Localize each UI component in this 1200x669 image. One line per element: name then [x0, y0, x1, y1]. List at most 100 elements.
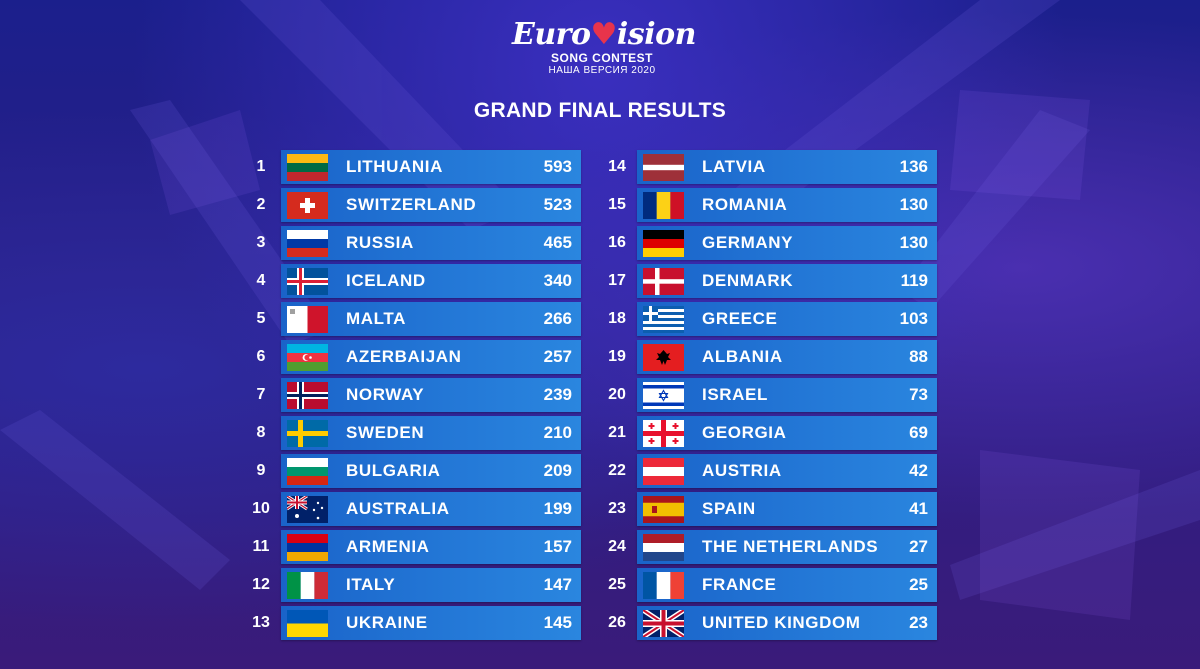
rank-number: 10 — [252, 500, 270, 517]
greece-flag-icon — [643, 306, 684, 333]
result-bar: SPAIN 41 — [637, 492, 937, 526]
result-bar: GREECE 103 — [637, 302, 937, 336]
points-value: 266 — [543, 309, 572, 328]
georgia-flag-icon — [643, 420, 684, 447]
country-name: ITALY — [346, 575, 396, 594]
result-bar: BULGARIA 209 — [281, 454, 581, 488]
rank-number: 17 — [608, 272, 626, 289]
rank-number: 23 — [608, 500, 626, 517]
austria-flag-icon — [643, 458, 684, 485]
country-name: THE NETHERLANDS — [702, 537, 879, 556]
azerbaijan-flag-icon — [287, 344, 328, 371]
result-bar: RUSSIA 465 — [281, 226, 581, 260]
netherlands-flag-icon — [643, 534, 684, 561]
armenia-flag-icon — [287, 534, 328, 561]
result-bar: AZERBAIJAN 257 — [281, 340, 581, 374]
spain-flag-icon — [643, 496, 684, 523]
result-bar: ITALY 147 — [281, 568, 581, 602]
points-value: 145 — [543, 613, 572, 632]
country-name: ISRAEL — [702, 385, 768, 404]
result-bar: ARMENIA 157 — [281, 530, 581, 564]
latvia-flag-icon — [643, 154, 684, 181]
country-name: LITHUANIA — [346, 157, 443, 176]
country-name: GEORGIA — [702, 423, 787, 442]
rank-number: 21 — [608, 424, 626, 441]
points-value: 25 — [909, 575, 928, 594]
rank-number: 18 — [608, 310, 626, 327]
united-kingdom-flag-icon — [643, 610, 684, 637]
rank-number: 24 — [608, 538, 626, 555]
country-name: RUSSIA — [346, 233, 414, 252]
rank-number: 11 — [252, 538, 270, 555]
rank-number: 26 — [608, 614, 626, 631]
country-name: AUSTRIA — [702, 461, 782, 480]
iceland-flag-icon — [287, 268, 328, 295]
country-name: GREECE — [702, 309, 778, 328]
rank-number: 7 — [256, 386, 266, 403]
australia-flag-icon — [287, 496, 328, 523]
country-name: FRANCE — [702, 575, 777, 594]
country-name: ICELAND — [346, 271, 426, 290]
rank-number: 3 — [256, 234, 266, 251]
rank-number: 5 — [256, 310, 266, 327]
result-bar: ICELAND 340 — [281, 264, 581, 298]
points-value: 73 — [909, 385, 928, 404]
country-name: AZERBAIJAN — [346, 347, 462, 366]
rank-number: 12 — [252, 576, 270, 593]
country-name: NORWAY — [346, 385, 425, 404]
country-name: ARMENIA — [346, 537, 430, 556]
result-bar: SWITZERLAND 523 — [281, 188, 581, 222]
russia-flag-icon — [287, 230, 328, 257]
heart-icon: ♥ — [590, 17, 618, 52]
country-name: MALTA — [346, 309, 406, 328]
rank-number: 20 — [608, 386, 626, 403]
points-value: 157 — [543, 537, 572, 556]
eurovision-logo: Euro♥ision SONG CONTEST НАША ВЕРСИЯ 2020 — [512, 17, 696, 88]
country-name: BULGARIA — [346, 461, 441, 480]
points-value: 340 — [543, 271, 572, 290]
country-name: DENMARK — [702, 271, 794, 290]
points-value: 465 — [543, 233, 572, 252]
result-bar: LITHUANIA 593 — [281, 150, 581, 184]
ukraine-flag-icon — [287, 610, 328, 637]
page-title: GRAND FINAL RESULTS — [473, 99, 727, 122]
points-value: 88 — [909, 347, 928, 366]
result-bar: GEORGIA 69 — [637, 416, 937, 450]
points-value: 523 — [543, 195, 572, 214]
points-value: 130 — [899, 233, 928, 252]
points-value: 41 — [909, 499, 928, 518]
result-bar: ISRAEL 73 — [637, 378, 937, 412]
result-bar: AUSTRIA 42 — [637, 454, 937, 488]
rank-number: 22 — [608, 462, 626, 479]
points-value: 42 — [909, 461, 928, 480]
rank-number: 8 — [256, 424, 266, 441]
logo-subtitle: SONG CONTEST — [550, 51, 653, 65]
points-value: 147 — [543, 575, 572, 594]
rank-number: 15 — [608, 196, 626, 213]
logo-word-part1: Euro — [512, 17, 591, 52]
denmark-flag-icon — [643, 268, 684, 295]
malta-flag-icon — [287, 306, 328, 333]
albania-flag-icon — [643, 344, 684, 371]
points-value: 103 — [899, 309, 928, 328]
points-value: 593 — [543, 157, 572, 176]
rank-number: 25 — [608, 576, 626, 593]
result-bar: MALTA 266 — [281, 302, 581, 336]
result-bar: UNITED KINGDOM 23 — [637, 606, 937, 640]
points-value: 199 — [543, 499, 572, 518]
france-flag-icon — [643, 572, 684, 599]
country-name: ALBANIA — [702, 347, 783, 366]
country-name: SWITZERLAND — [346, 195, 477, 214]
points-value: 210 — [543, 423, 572, 442]
israel-flag-icon — [643, 382, 684, 409]
rank-number: 16 — [608, 234, 626, 251]
points-value: 239 — [543, 385, 572, 404]
italy-flag-icon — [287, 572, 328, 599]
points-value: 23 — [909, 613, 928, 632]
romania-flag-icon — [643, 192, 684, 219]
points-value: 209 — [543, 461, 572, 480]
rank-number: 13 — [252, 614, 270, 631]
result-bar: AUSTRALIA 199 — [281, 492, 581, 526]
result-bar: ROMANIA 130 — [637, 188, 937, 222]
country-name: SWEDEN — [346, 423, 425, 442]
